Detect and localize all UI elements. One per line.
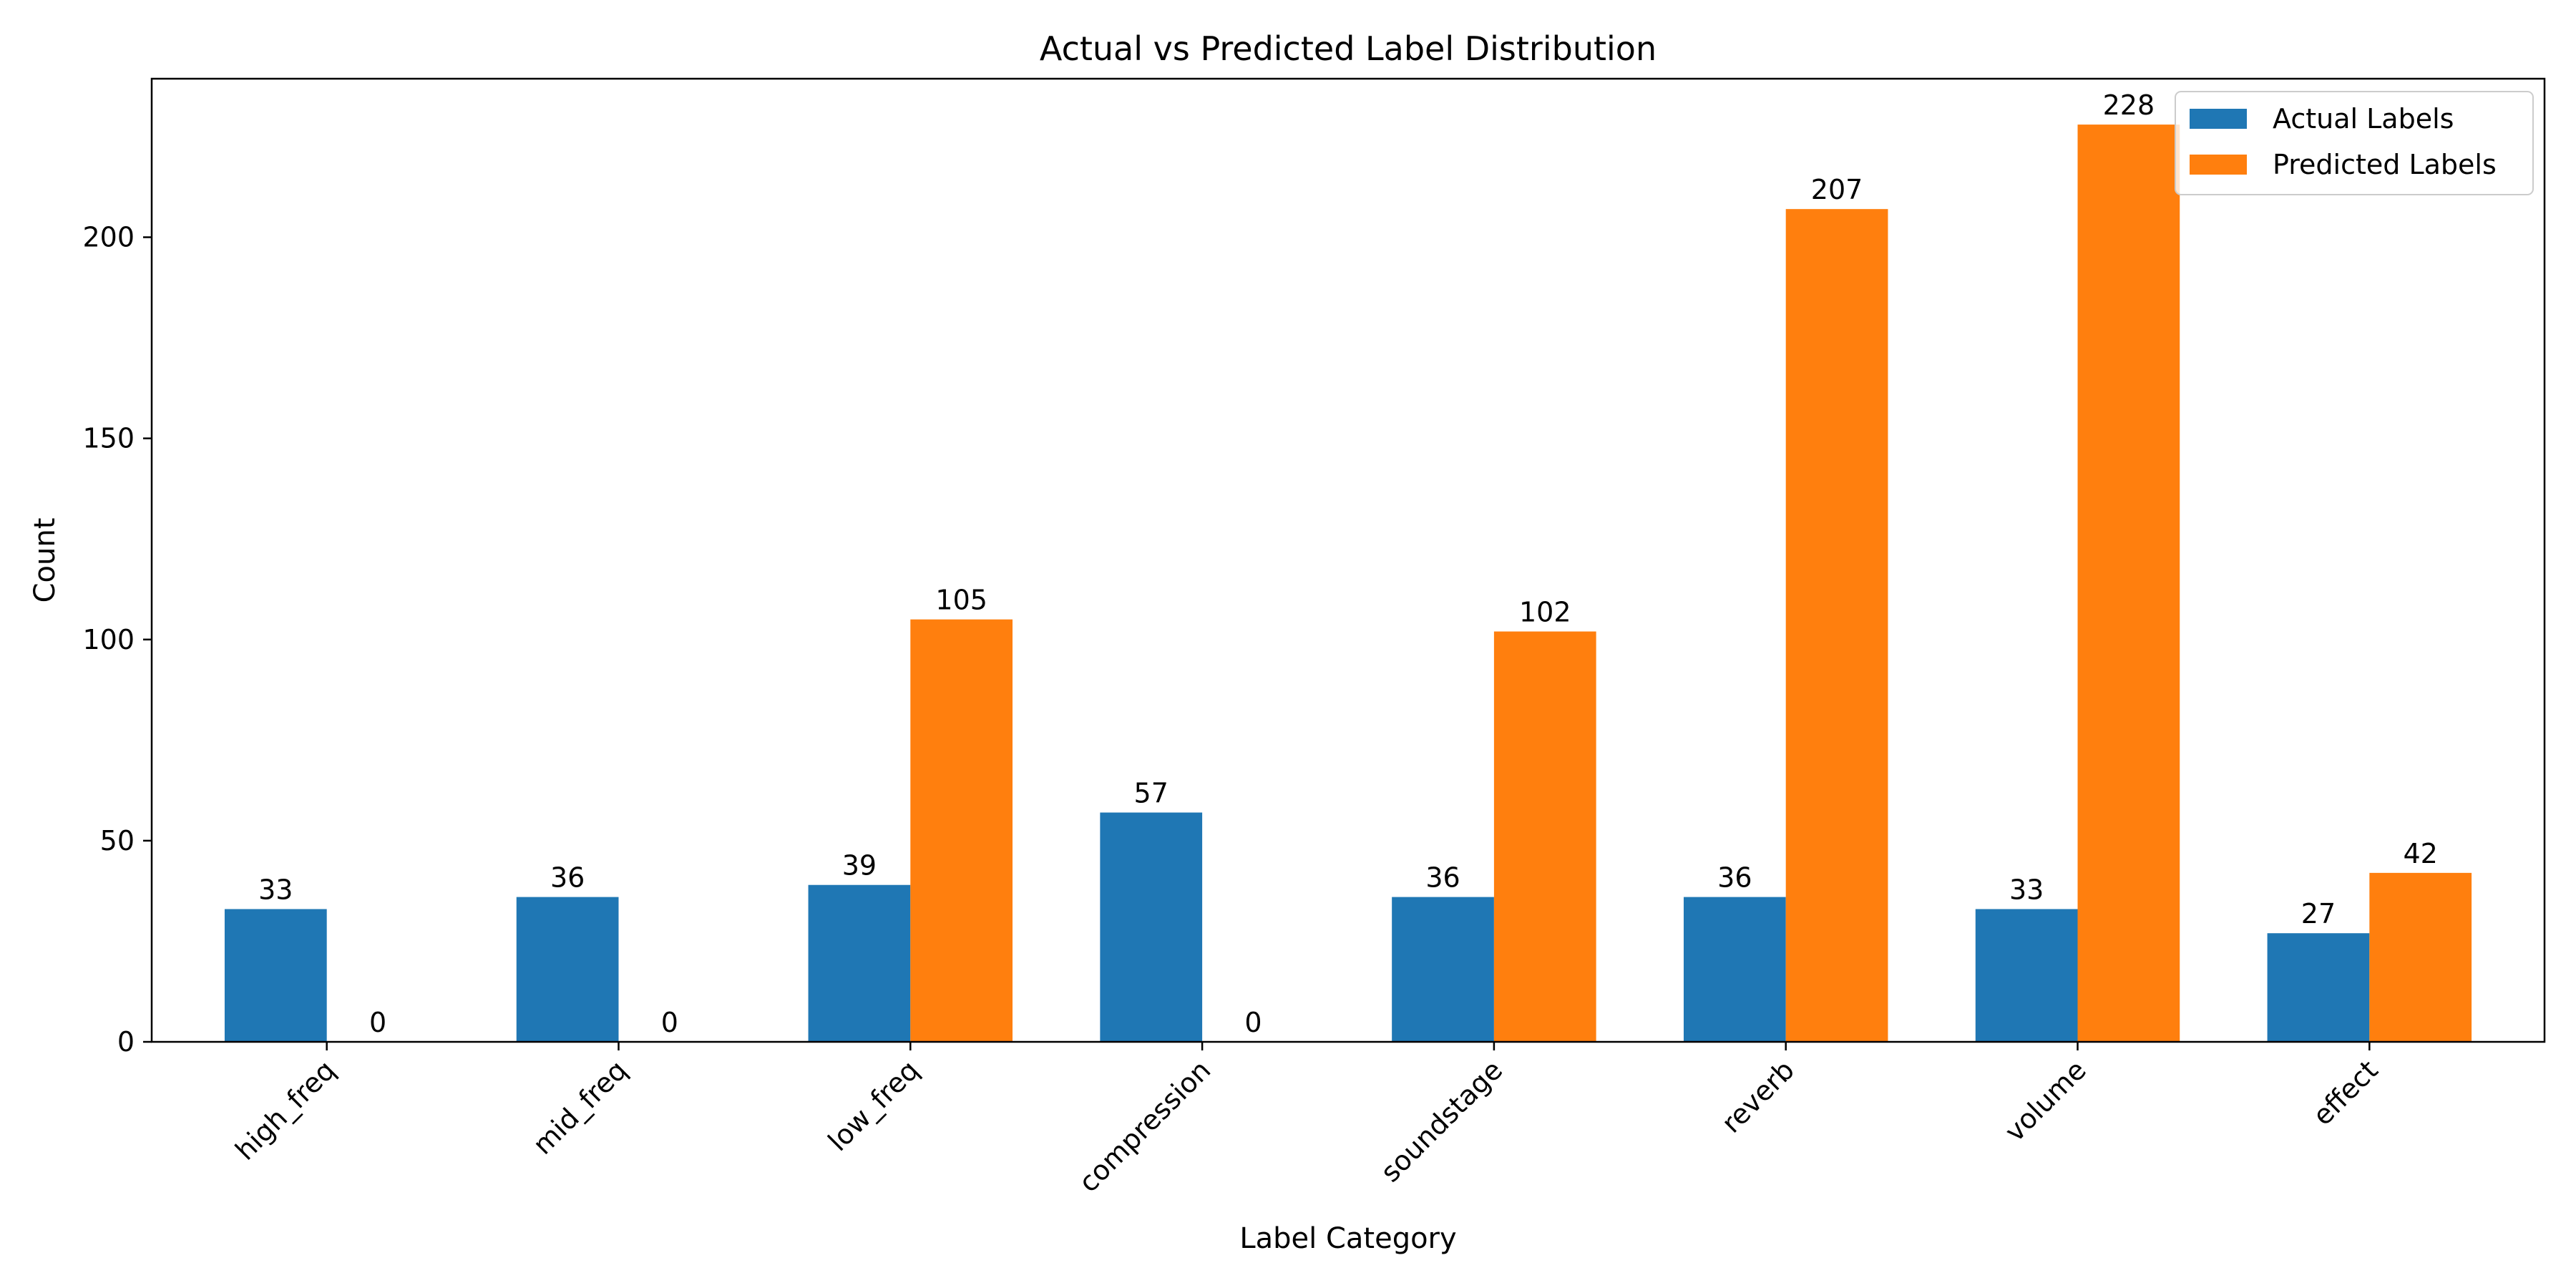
bar-value-label: 36 — [1425, 862, 1460, 894]
bar-value-label: 0 — [1244, 1007, 1262, 1038]
y-tick-label: 200 — [82, 222, 135, 253]
bar-volume-actual-labels — [1975, 909, 2078, 1042]
legend-box — [2175, 91, 2534, 195]
bar-value-label: 36 — [1717, 862, 1752, 894]
x-tick-label: low_freq — [822, 1054, 925, 1157]
bar-value-label: 0 — [369, 1007, 386, 1038]
legend-label: Actual Labels — [2273, 103, 2454, 135]
bar-value-label: 27 — [2301, 898, 2336, 930]
bar-low_freq-predicted-labels — [910, 619, 1013, 1042]
y-axis-label: Count — [29, 518, 62, 603]
bar-value-label: 57 — [1134, 778, 1169, 809]
x-tick-label: effect — [2307, 1054, 2384, 1131]
legend: Actual Labels Predicted Labels — [2175, 91, 2534, 195]
x-axis-label: Label Category — [1239, 1222, 1456, 1255]
bar-value-label: 228 — [2103, 89, 2155, 121]
bar-value-label: 42 — [2404, 838, 2438, 869]
y-tick-label: 0 — [117, 1026, 135, 1058]
bar-reverb-actual-labels — [1683, 897, 1786, 1042]
bar-soundstage-actual-labels — [1392, 897, 1494, 1042]
bar-value-label: 39 — [842, 850, 877, 882]
y-tick-label: 100 — [82, 624, 135, 655]
bar-value-label: 33 — [2009, 874, 2044, 905]
plot-area: 33 36 39 57 36 36 33 27 0 0 105 0 102 207 228 42 0 50 100 1… — [82, 77, 2546, 1199]
x-tick-label: soundstage — [1375, 1054, 1508, 1188]
x-tick-label: compression — [1073, 1054, 1216, 1198]
x-tick-label: mid_freq — [527, 1054, 633, 1161]
bar-effect-predicted-labels — [2369, 872, 2472, 1042]
legend-swatch — [2190, 155, 2247, 175]
bar-low_freq-actual-labels — [808, 884, 911, 1042]
x-tick-label: volume — [1999, 1054, 2092, 1148]
bar-effect-actual-labels — [2267, 933, 2370, 1042]
bar-soundstage-predicted-labels — [1493, 631, 1596, 1042]
bar-value-label: 102 — [1519, 597, 1571, 628]
bar-value-label: 33 — [258, 874, 293, 905]
bar-reverb-predicted-labels — [1785, 209, 1888, 1042]
y-tick-label: 150 — [82, 423, 135, 454]
chart-title: Actual vs Predicted Label Distribution — [1040, 29, 1657, 68]
bar-mid_freq-actual-labels — [516, 897, 619, 1042]
bar-value-label: 0 — [661, 1007, 678, 1038]
y-tick-label: 50 — [100, 825, 135, 857]
x-tick-label: reverb — [1715, 1054, 1800, 1139]
x-tick-label: high_freq — [229, 1054, 341, 1166]
axes-frame — [150, 77, 2546, 1043]
legend-label: Predicted Labels — [2273, 149, 2497, 180]
bar-compression-actual-labels — [1100, 812, 1203, 1042]
legend-swatch — [2190, 109, 2247, 129]
bar-volume-predicted-labels — [2077, 125, 2180, 1043]
bar-value-label: 105 — [935, 585, 987, 616]
bar-value-label: 36 — [550, 862, 585, 894]
bar-value-label: 207 — [1811, 174, 1863, 205]
bar-high_freq-actual-labels — [224, 909, 327, 1042]
